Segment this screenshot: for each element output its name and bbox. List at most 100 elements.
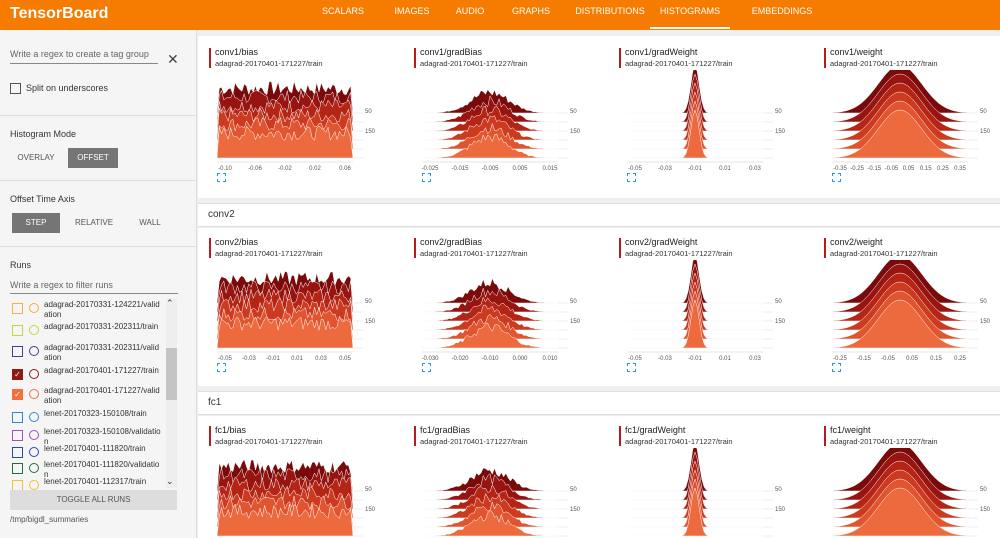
run-color-dot [29,430,39,440]
mode-button[interactable]: WALL [139,218,161,227]
card-title: fc1/weight [830,425,871,435]
card-run: adagrad-20170401-171227/train [420,59,528,68]
run-name[interactable]: adagrad-20170331-124221/validation [44,300,160,319]
expand-icon[interactable] [422,363,431,372]
card-run: adagrad-20170401-171227/train [625,249,733,258]
scroll-down[interactable]: ⌄ [166,476,174,486]
histogram-chart: 50 150 -0.05 -0.03 -0.01 0.01 0.03 [627,260,786,362]
run-checkbox[interactable] [12,325,23,336]
expand-icon[interactable] [217,363,226,372]
run-checkbox[interactable] [12,412,23,423]
run-name[interactable]: adagrad-20170401-171227/train [44,366,159,375]
x-tick-label: 0.06 [339,166,351,172]
x-tick-label: -0.35 [833,166,847,172]
ridge [422,484,559,510]
x-tick-label: -0.10 [218,166,232,172]
step-label: 50 [365,109,372,115]
run-name[interactable]: lenet-20170401-111820/validation [44,460,160,479]
step-label: 50 [980,299,987,305]
checkbox[interactable] [10,83,21,94]
mode-button[interactable]: RELATIVE [74,218,114,227]
run-name[interactable]: adagrad-20170331-202311/train [44,322,159,331]
nav-tab[interactable]: EMBEDDINGS [751,6,813,16]
nav-tab[interactable]: HISTOGRAMS [659,6,721,16]
expand-icon[interactable] [217,173,226,182]
card-accent [209,426,211,446]
mode-button[interactable]: OFFSET [68,148,118,168]
card-title: conv2/bias [215,237,259,247]
nav-tab[interactable]: DISTRIBUTIONS [575,6,645,16]
card-accent [209,238,211,258]
expand-icon[interactable] [832,363,841,372]
expand-icon[interactable] [627,173,636,182]
run-name[interactable]: adagrad-20170331-202311/validation [44,343,160,362]
run-checkbox[interactable] [12,447,23,458]
ridge [627,299,763,349]
ridge [421,473,559,501]
tag-regex-input[interactable]: Write a regex to create a tag group [10,49,158,64]
expand-icon[interactable] [627,363,636,372]
ridge [422,287,558,313]
run-checkbox[interactable] [12,463,23,474]
step-label: 50 [570,487,577,493]
run-name[interactable]: lenet-20170401-111820/train [44,444,146,453]
run-color-dot [29,412,39,422]
scrollbar-thumb[interactable] [166,348,177,400]
clear-icon[interactable]: ✕ [167,51,179,67]
expand-icon[interactable] [832,173,841,182]
step-label: 150 [980,319,991,325]
x-tick-label: -0.02 [278,166,292,172]
card-title: conv2/gradWeight [625,237,698,247]
x-tick-label: -0.25 [833,356,847,362]
x-tick-label: -0.15 [857,356,871,362]
card-run: adagrad-20170401-171227/train [215,437,323,446]
step-label: 50 [775,109,782,115]
run-name[interactable]: adagrad-20170401-171227/validation [44,386,160,405]
run-checkbox[interactable] [12,303,23,314]
scroll-up[interactable]: ⌃ [166,298,174,308]
divider [0,115,196,116]
nav-tab[interactable]: GRAPHS [511,6,550,16]
active-tab-underline [650,27,730,29]
x-tick-label: 0.000 [512,356,528,362]
runs-regex-input[interactable]: Write a regex to filter runs [10,280,178,294]
run-checkbox[interactable] [12,346,23,357]
x-tick-label: -0.01 [688,356,702,362]
toggle-runs-button[interactable]: TOGGLE ALL RUNS [10,490,177,510]
x-tick-label: 0.25 [937,166,949,172]
x-tick-label: -0.030 [421,356,439,362]
nav-tab[interactable]: AUDIO [455,6,485,16]
x-tick-label: -0.03 [242,356,256,362]
run-checkbox[interactable]: ✓ [12,369,23,380]
section-label: Runs [10,260,32,270]
card-accent [619,48,621,68]
card-title: fc1/gradWeight [625,425,686,435]
expand-icon[interactable] [422,173,431,182]
mode-button[interactable]: STEP [12,213,60,233]
ridge [831,487,969,537]
ridge [421,492,559,519]
x-tick-label: 0.02 [309,166,321,172]
step-label: 150 [980,129,991,135]
step-label: 150 [365,319,376,325]
ridge [422,115,558,141]
run-checkbox[interactable]: ✓ [12,389,23,400]
run-name[interactable]: lenet-20170401-112317/train [44,477,147,486]
ridge [422,322,558,349]
histogram-chart: 50 150 [421,467,581,537]
card-run: adagrad-20170401-171227/train [420,249,528,258]
nav-tab[interactable]: IMAGES [394,6,430,16]
logdir: /tmp/bigdl_summaries [10,515,89,524]
run-checkbox[interactable] [12,430,23,441]
divider [0,180,196,181]
run-name[interactable]: lenet-20170323-150108/train [44,409,147,418]
step-label: 50 [775,299,782,305]
run-name[interactable]: lenet-20170323-150108/validation [44,427,161,446]
ridge [421,133,558,159]
histogram-chart: 50 150 -0.05 -0.03 -0.01 0.01 0.03 [627,70,786,172]
card-accent [824,238,826,258]
histogram-chart: 50 150 [627,448,786,537]
nav-tab[interactable]: SCALARS [321,6,365,16]
mode-button[interactable]: OVERLAY [17,153,55,162]
